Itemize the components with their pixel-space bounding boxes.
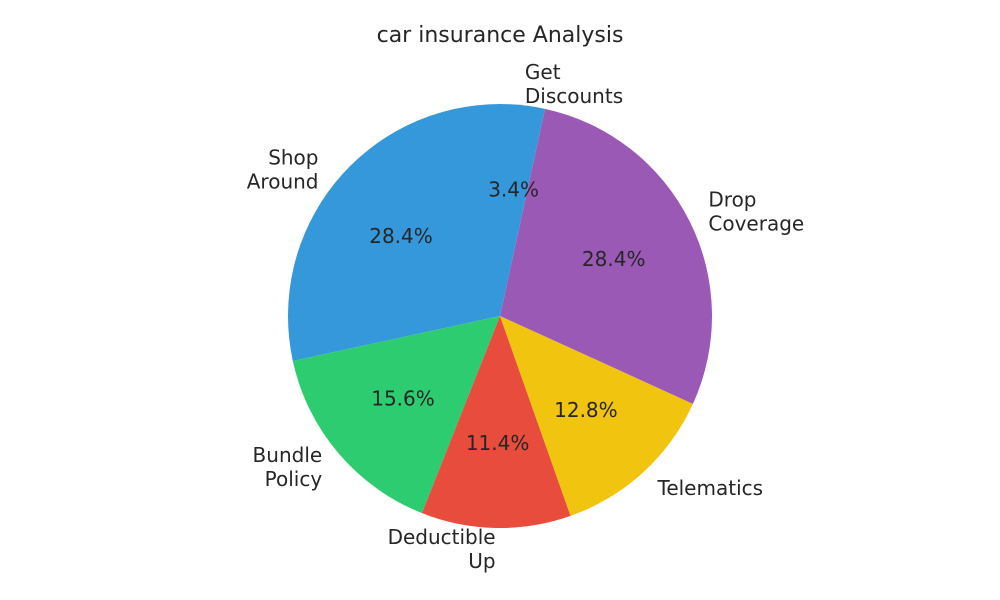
slice-label-shop-around: Shop Around (247, 146, 319, 194)
slice-label-bundle-policy: Bundle Policy (253, 443, 323, 491)
slice-label-deductible-up: Deductible Up (388, 525, 496, 573)
slice-label-drop-coverage: Drop Coverage (708, 187, 804, 235)
slice-label-telematics: Telematics (657, 476, 764, 500)
slice-percentage-telematics: 12.8% (554, 398, 618, 422)
slice-percentage-shop-around: 28.4% (369, 224, 433, 248)
chart-title: car insurance Analysis (376, 23, 624, 48)
pie-slice-bundle-policy (292, 316, 500, 514)
slice-label-get-discounts: Get Discounts (525, 60, 623, 108)
pie-slice-shop-around (287, 104, 500, 361)
pie-slice-deductible-up (421, 316, 571, 528)
slice-percentage-deductible-up: 11.4% (466, 431, 530, 455)
slice-percentage-bundle-policy: 15.6% (371, 386, 435, 410)
slice-percentage-drop-coverage: 28.4% (582, 247, 646, 271)
slice-percentage-get-discounts: 3.4% (488, 178, 539, 202)
pie-slice-get-discounts (500, 104, 545, 316)
pie-slice-telematics (500, 316, 693, 516)
pie-slice-drop-coverage (500, 108, 712, 404)
